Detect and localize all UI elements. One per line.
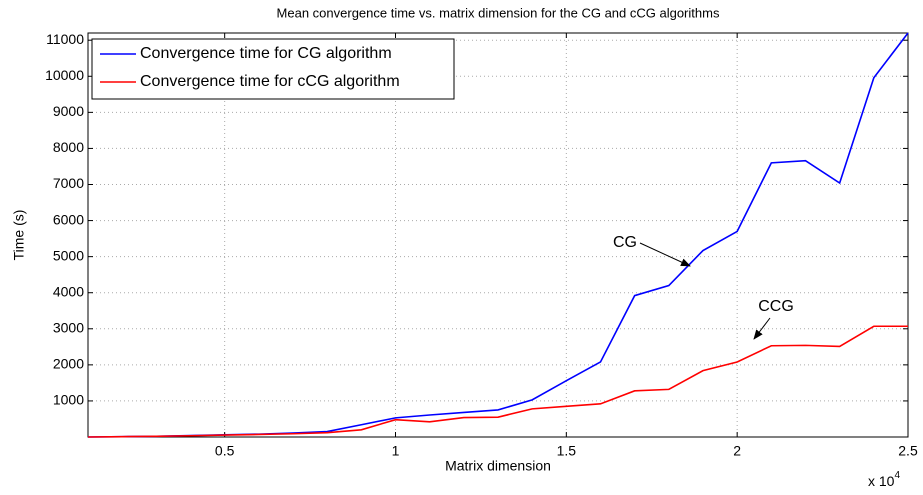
x-tick-label: 2	[733, 443, 741, 459]
plot-frame	[87, 32, 909, 438]
x-tick-label: 1.5	[557, 443, 577, 459]
legend-box	[91, 38, 455, 100]
x-tick-label: 1	[392, 443, 400, 459]
y-tick-label: 5000	[53, 247, 84, 263]
y-tick-label: 4000	[53, 283, 84, 299]
y-tick-label: 10000	[45, 67, 84, 83]
y-tick-label: 11000	[46, 31, 84, 47]
y-tick-label: 8000	[53, 139, 84, 155]
x-tick-label: 2.5	[898, 443, 918, 459]
y-tick-label: 3000	[53, 319, 84, 335]
series-line	[87, 325, 908, 438]
annotation-arrow	[639, 242, 691, 267]
y-tick-label: 7000	[53, 175, 84, 191]
x-exponent: x 104	[868, 470, 900, 489]
y-tick-label: 1000	[53, 392, 84, 408]
chart-title: Mean convergence time vs. matrix dimensi…	[277, 5, 720, 20]
annotation: CG	[613, 234, 637, 251]
annotation-arrow	[753, 317, 771, 340]
x-tick-label: 0.5	[215, 443, 235, 459]
y-axis-label: Time (s)	[11, 210, 27, 261]
legend-label: Convergence time for cCG algorithm	[140, 73, 400, 90]
x-exponent-power: 4	[894, 470, 900, 481]
legend-label: Convergence time for CG algorithm	[140, 45, 392, 62]
x-exponent-base: x 10	[868, 473, 895, 489]
y-tick-label: 9000	[53, 103, 84, 119]
x-axis-label: Matrix dimension	[445, 458, 551, 474]
y-tick-label: 2000	[53, 356, 84, 372]
annotation: CCG	[758, 298, 794, 315]
y-tick-label: 6000	[53, 211, 84, 227]
